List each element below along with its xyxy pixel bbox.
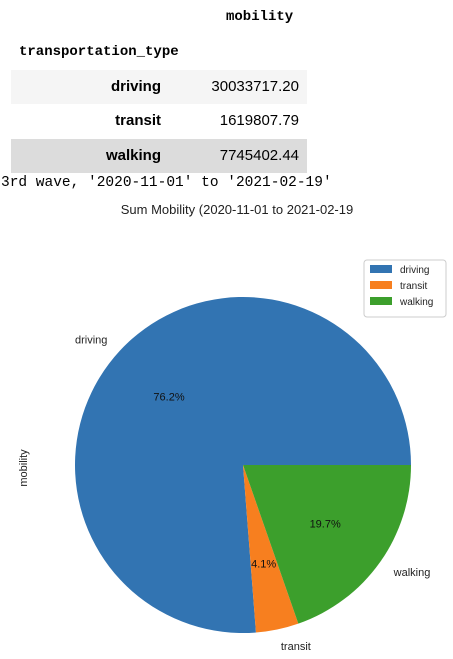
row-value: 7745402.44 bbox=[219, 147, 299, 164]
legend-label: walking bbox=[399, 297, 433, 308]
row-index-label: driving bbox=[110, 78, 161, 95]
slice-percent-label: 76.2% bbox=[153, 392, 184, 404]
slice-category-label: driving bbox=[75, 334, 107, 346]
table-row: transit 1619807.79 bbox=[11, 104, 307, 138]
slice-category-label: walking bbox=[393, 567, 431, 579]
pie-chart: Sum Mobility (2020-11-01 to 2021-02-19 m… bbox=[18, 202, 447, 653]
slice-category-label: transit bbox=[281, 641, 311, 653]
pie-slices bbox=[75, 296, 412, 633]
pie-slice-walking bbox=[243, 465, 411, 624]
legend-label: transit bbox=[400, 281, 427, 292]
pie-slice-labels: driving 76.2% transit 4.1% walking 19.7% bbox=[75, 334, 430, 652]
dataframe-column-header: mobility bbox=[226, 9, 294, 25]
legend-swatch-walking bbox=[370, 297, 392, 305]
legend-swatch-transit bbox=[370, 281, 392, 289]
legend-swatch-driving bbox=[370, 265, 392, 273]
dataframe-index-name: transportation_type bbox=[19, 44, 179, 60]
pie-slice-transit bbox=[243, 465, 299, 633]
legend-label: driving bbox=[400, 265, 429, 276]
row-value: 30033717.20 bbox=[211, 78, 299, 95]
row-index-label: walking bbox=[105, 147, 161, 164]
row-value: 1619807.79 bbox=[219, 112, 299, 129]
chart-title: Sum Mobility (2020-11-01 to 2021-02-19 bbox=[121, 202, 353, 217]
slice-percent-label: 19.7% bbox=[310, 518, 341, 530]
table-row: walking 7745402.44 bbox=[11, 139, 307, 173]
row-index-label: transit bbox=[115, 112, 161, 129]
slice-percent-label: 4.1% bbox=[251, 559, 276, 571]
table-row: driving 30033717.20 bbox=[11, 70, 307, 104]
print-output-text: 3rd wave, '2020-11-01' to '2021-02-19' bbox=[1, 175, 332, 191]
chart-ylabel: mobility bbox=[18, 449, 30, 487]
chart-legend: driving transit walking bbox=[363, 259, 447, 318]
